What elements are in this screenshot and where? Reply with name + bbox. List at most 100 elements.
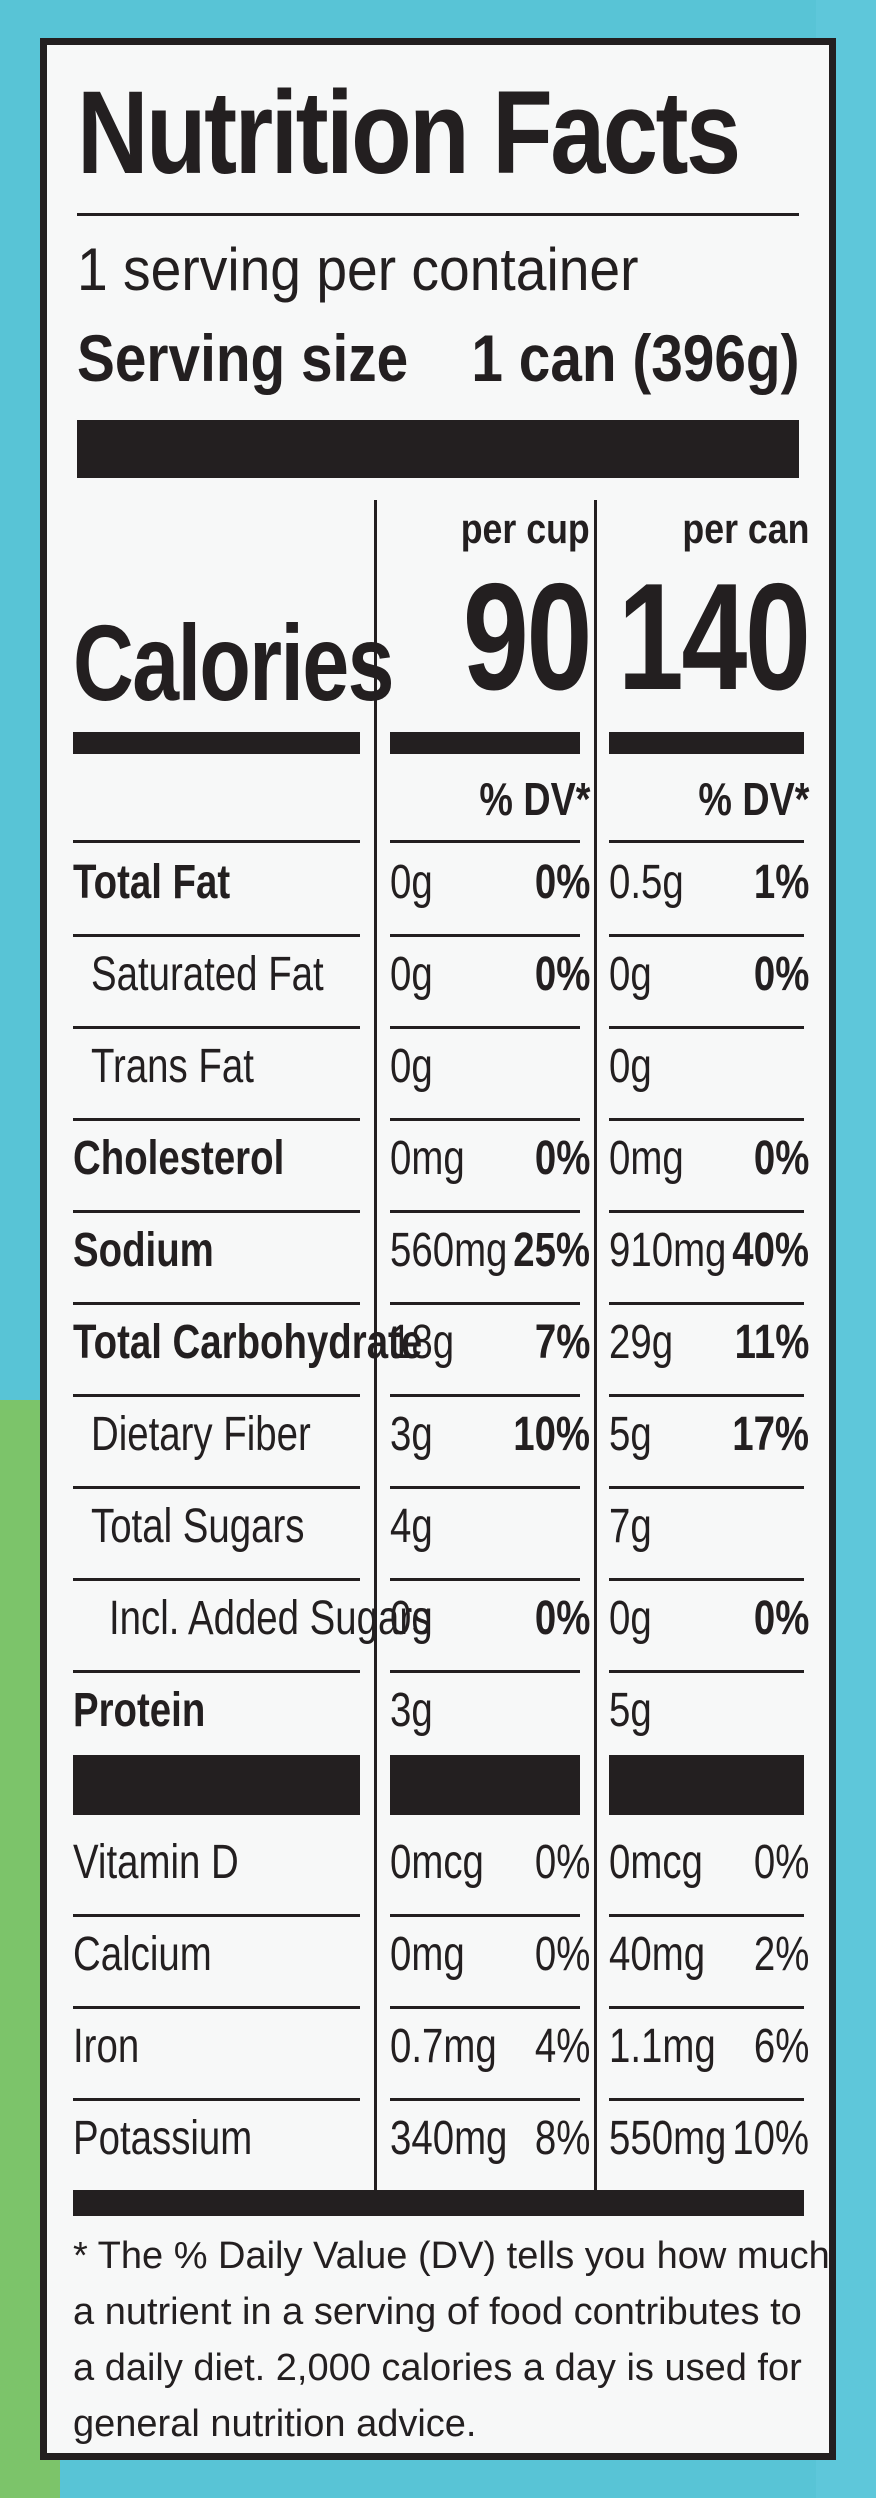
nutrient-6-rule-1 bbox=[390, 1486, 580, 1489]
thick-bar-cal-name bbox=[73, 732, 360, 754]
vitamin-2-rule-1 bbox=[390, 2098, 580, 2101]
nutrient-1-rule-2 bbox=[609, 1026, 804, 1029]
vitamin-0-rule-2 bbox=[609, 1914, 804, 1917]
nutrient-3-rule-1 bbox=[390, 1210, 580, 1213]
nutrient-can-amount: 0g bbox=[609, 948, 652, 1001]
thick-bar-cal-can bbox=[609, 732, 804, 754]
col-can-header: per can bbox=[682, 505, 809, 552]
nutrient-7-rule-1 bbox=[390, 1578, 580, 1581]
calories-can: 140 bbox=[618, 552, 811, 722]
vitamin-can-amount: 40mg bbox=[609, 1928, 706, 1981]
nutrient-4-rule-2 bbox=[609, 1302, 804, 1305]
nutrient-cup-dv: 0% bbox=[534, 1132, 591, 1185]
nutrient-5-rule-2 bbox=[609, 1394, 804, 1397]
nutrient-cup-amount: 0g bbox=[390, 1040, 433, 1093]
panel-title: Nutrition Facts bbox=[77, 67, 741, 199]
thick-bar-vitamins-cup bbox=[390, 1755, 580, 1815]
vitamin-cup-amount: 0mg bbox=[390, 1928, 465, 1981]
vitamin-name: Iron bbox=[73, 2020, 140, 2073]
vitamin-2-rule-0 bbox=[73, 2098, 360, 2101]
vitamin-0-rule-1 bbox=[390, 1914, 580, 1917]
dv-header-can: % DV* bbox=[697, 773, 809, 825]
nutrient-can-dv: 40% bbox=[732, 1224, 809, 1277]
calories-label: Calories bbox=[73, 602, 395, 723]
nutrient-2-rule-1 bbox=[390, 1118, 580, 1121]
dv-header-cup: % DV* bbox=[478, 773, 590, 825]
nutrient-can-amount: 0g bbox=[609, 1592, 652, 1645]
vitamin-cup-amount: 0.7mg bbox=[390, 2020, 497, 2073]
nutrient-4-rule-0 bbox=[73, 1302, 360, 1305]
nutrient-can-amount: 0g bbox=[609, 1040, 652, 1093]
nutrient-can-dv: 0% bbox=[753, 1592, 810, 1645]
nutrient-6-rule-0 bbox=[73, 1486, 360, 1489]
nutrient-4-rule-1 bbox=[390, 1302, 580, 1305]
nutrient-0-rule-1 bbox=[390, 934, 580, 937]
nutrient-6-rule-2 bbox=[609, 1486, 804, 1489]
footnote: * The % Daily Value (DV) tells you how m… bbox=[73, 2235, 830, 2445]
nutrient-can-dv: 0% bbox=[753, 948, 810, 1001]
nutrient-8-rule-1 bbox=[390, 1670, 580, 1673]
nutrient-2-rule-0 bbox=[73, 1118, 360, 1121]
nutrient-can-dv: 0% bbox=[753, 1132, 810, 1185]
nutrient-name: Dietary Fiber bbox=[91, 1408, 311, 1461]
nutrient-3-rule-0 bbox=[73, 1210, 360, 1213]
nutrient-1-rule-0 bbox=[73, 1026, 360, 1029]
calories-cup: 90 bbox=[462, 552, 593, 722]
nutrient-0-rule-0 bbox=[73, 934, 360, 937]
dv-header-rule-1 bbox=[390, 840, 580, 843]
vitamin-can-amount: 1.1mg bbox=[609, 2020, 716, 2073]
vitamin-can-dv: 10% bbox=[732, 2112, 809, 2165]
nutrient-cup-amount: 0mg bbox=[390, 1132, 465, 1185]
nutrient-name: Incl. Added Sugars bbox=[109, 1592, 432, 1645]
vitamin-can-dv: 0% bbox=[753, 1836, 810, 1889]
nutrient-name: Total Carbohydrate bbox=[73, 1316, 423, 1369]
nutrient-cup-dv: 0% bbox=[534, 948, 591, 1001]
nutrient-name: Sodium bbox=[73, 1224, 214, 1277]
nutrient-can-amount: 5g bbox=[609, 1684, 652, 1737]
nutrient-name: Cholesterol bbox=[73, 1132, 285, 1185]
vitamin-cup-amount: 340mg bbox=[390, 2112, 508, 2165]
thick-bar-vitamins-can bbox=[609, 1755, 804, 1815]
title-rule bbox=[77, 213, 799, 216]
vitamin-1-rule-0 bbox=[73, 2006, 360, 2009]
nutrient-cup-amount: 3g bbox=[390, 1408, 433, 1461]
vitamin-2-rule-2 bbox=[609, 2098, 804, 2101]
nutrition-facts-panel: Nutrition Facts 1 serving per container … bbox=[40, 38, 836, 2460]
thick-bar-vitamins-name bbox=[73, 1755, 360, 1815]
nutrient-name: Trans Fat bbox=[91, 1040, 254, 1093]
nutrient-can-dv: 17% bbox=[732, 1408, 809, 1461]
vitamin-0-rule-0 bbox=[73, 1914, 360, 1917]
nutrient-5-rule-1 bbox=[390, 1394, 580, 1397]
thick-bar-cal-cup bbox=[390, 732, 580, 754]
nutrient-cup-dv: 7% bbox=[534, 1316, 591, 1369]
dv-header-rule-2 bbox=[609, 840, 804, 843]
vitamin-cup-dv: 0% bbox=[534, 1836, 591, 1889]
nutrient-can-amount: 0.5g bbox=[609, 856, 684, 909]
nutrient-can-amount: 5g bbox=[609, 1408, 652, 1461]
nutrient-8-rule-2 bbox=[609, 1670, 804, 1673]
nutrient-cup-amount: 0g bbox=[390, 948, 433, 1001]
vitamin-cup-dv: 4% bbox=[534, 2020, 591, 2073]
nutrient-can-dv: 11% bbox=[734, 1316, 809, 1369]
nutrient-can-amount: 0mg bbox=[609, 1132, 684, 1185]
nutrient-7-rule-2 bbox=[609, 1578, 804, 1581]
vitamin-cup-amount: 0mcg bbox=[390, 1836, 484, 1889]
nutrient-name: Total Fat bbox=[73, 856, 231, 909]
nutrient-cup-dv: 25% bbox=[513, 1224, 590, 1277]
nutrient-1-rule-1 bbox=[390, 1026, 580, 1029]
vitamin-1-rule-2 bbox=[609, 2006, 804, 2009]
nutrient-8-rule-0 bbox=[73, 1670, 360, 1673]
column-divider-2 bbox=[594, 500, 597, 2215]
nutrient-cup-dv: 0% bbox=[534, 1592, 591, 1645]
nutrient-cup-amount: 0g bbox=[390, 1592, 433, 1645]
nutrient-name: Protein bbox=[73, 1684, 206, 1737]
vitamin-cup-dv: 0% bbox=[534, 1928, 591, 1981]
vitamin-name: Vitamin D bbox=[73, 1836, 239, 1889]
nutrient-0-rule-2 bbox=[609, 934, 804, 937]
vitamin-can-dv: 2% bbox=[753, 1928, 810, 1981]
vitamin-can-dv: 6% bbox=[753, 2020, 810, 2073]
vitamin-cup-dv: 8% bbox=[534, 2112, 591, 2165]
nutrient-can-amount: 910mg bbox=[609, 1224, 727, 1277]
nutrient-5-rule-0 bbox=[73, 1394, 360, 1397]
nutrient-cup-amount: 3g bbox=[390, 1684, 433, 1737]
